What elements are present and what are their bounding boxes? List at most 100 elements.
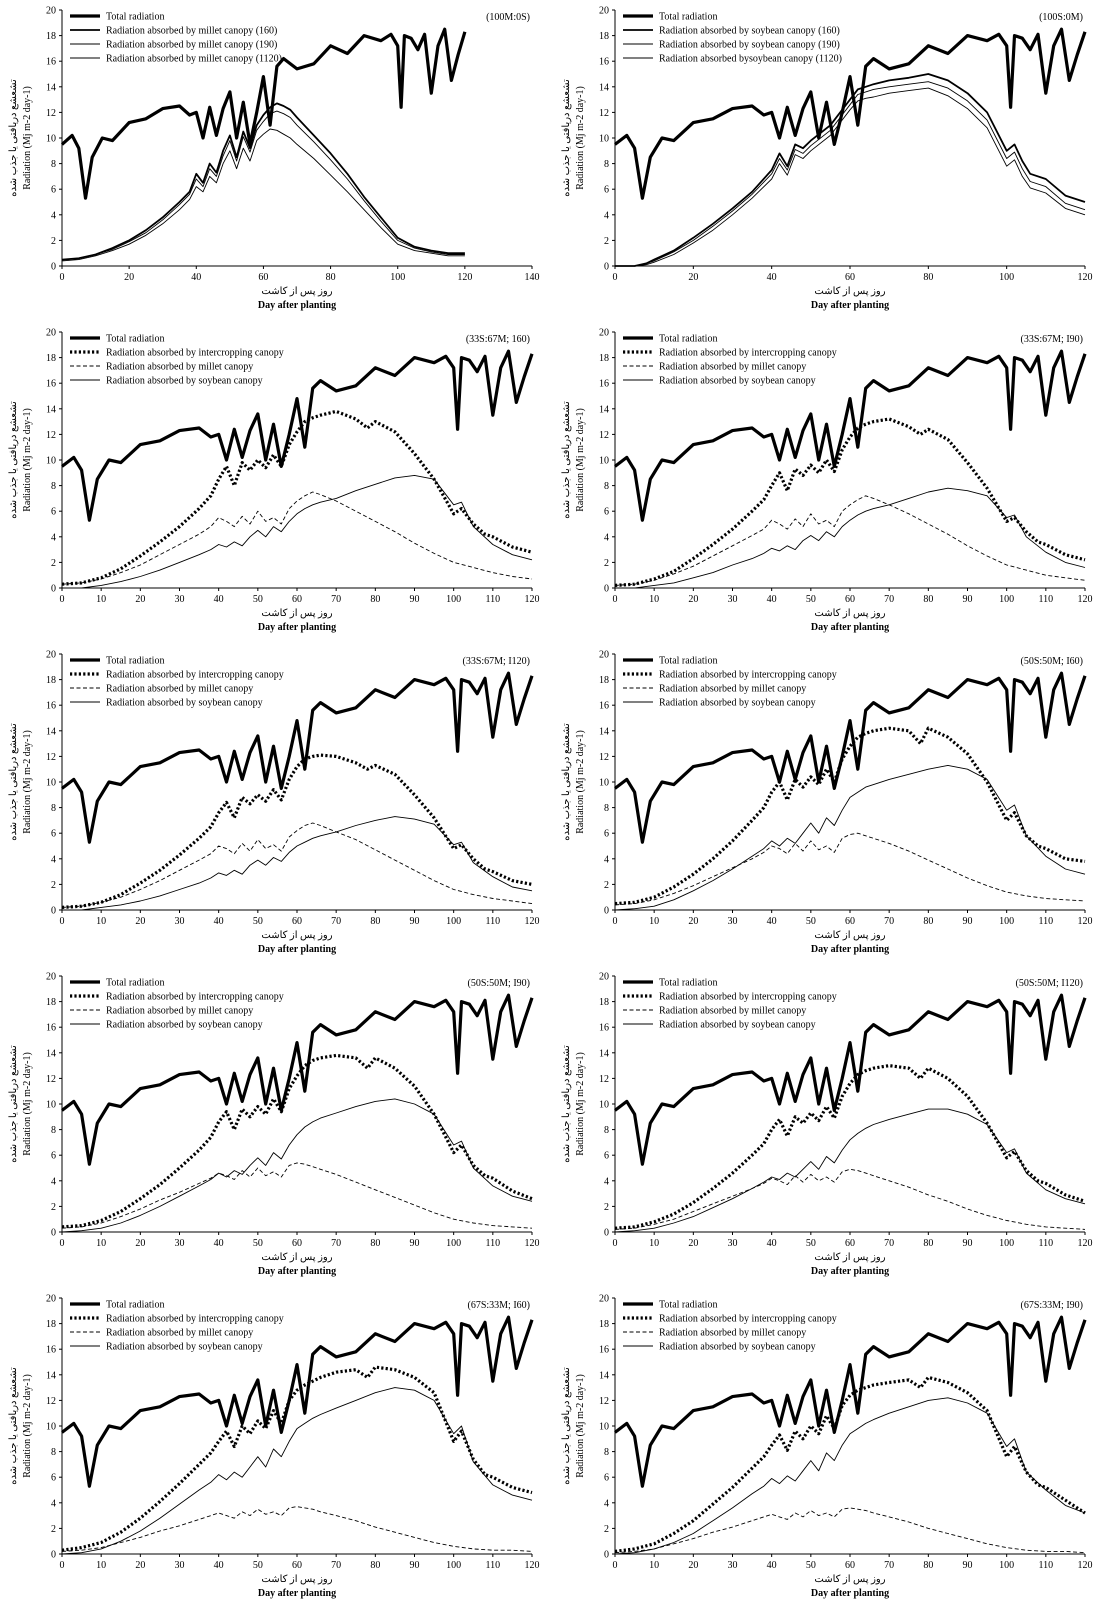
- x-tick-label: 50: [806, 1238, 816, 1249]
- y-tick-label: 10: [599, 134, 609, 145]
- x-tick-label: 100: [390, 272, 405, 283]
- y-tick-label: 14: [46, 82, 56, 93]
- y-axis-title-persian: تشعشع دریافتی یا جذب شده: [561, 1367, 572, 1485]
- y-tick-label: 10: [46, 1100, 56, 1111]
- x-axis-title-persian: روز پس از کاشت: [261, 608, 332, 619]
- y-tick-label: 4: [51, 1498, 56, 1509]
- x-axis-title-persian: روز پس از کاشت: [814, 1252, 885, 1263]
- x-tick-label: 60: [845, 594, 855, 605]
- x-tick-label: 60: [845, 272, 855, 283]
- chart-svg: 0 2 4 6 8 10 12 14 16 18 20 0 10 20 30 40 50 60 70 80 90 100 1…: [8, 328, 540, 634]
- y-tick-label: 10: [599, 1100, 609, 1111]
- chart-svg: 0 2 4 6 8 10 12 14 16 18 20 0 10 20 30 40 50 60 70 80 90 100 1…: [561, 972, 1093, 1278]
- y-tick-label: 8: [51, 1447, 56, 1458]
- y-tick-label: 20: [599, 328, 609, 339]
- series-line-absorbed_160: [615, 73, 1086, 267]
- y-tick-label: 0: [51, 584, 56, 595]
- series-line-millet: [61, 822, 533, 908]
- x-axis-title-persian: روز پس از کاشت: [814, 1574, 885, 1585]
- series-line-millet: [61, 1162, 533, 1229]
- y-tick-label: 20: [46, 650, 56, 661]
- y-tick-label: 18: [46, 997, 56, 1008]
- x-tick-label: 0: [60, 272, 65, 283]
- legend-label: Radiation absorbed by soybean canopy: [106, 1342, 263, 1353]
- x-axis-title: Day after planting: [258, 1266, 336, 1277]
- series-line-absorbed_190: [615, 81, 1086, 267]
- treatment-code: (67S:33M; I90): [1021, 1300, 1084, 1311]
- legend-label: Total radiation: [106, 1300, 164, 1311]
- legend-label: Radiation absorbed by soybean canopy: [106, 698, 263, 709]
- x-tick-label: 40: [767, 594, 777, 605]
- legend-label: Radiation absorbed by soybean canopy: [106, 376, 263, 387]
- x-axis-title: Day after planting: [258, 622, 336, 633]
- series-line-millet: [61, 1506, 533, 1552]
- y-tick-label: 10: [599, 1422, 609, 1433]
- x-tick-label: 10: [96, 916, 106, 927]
- y-axis-title: Radiation (Mj m-2 day-1): [575, 408, 586, 512]
- x-tick-label: 40: [191, 272, 201, 283]
- y-tick-label: 2: [604, 1202, 609, 1213]
- legend-label: Radiation absorbed by intercropping cano…: [106, 992, 284, 1003]
- x-tick-label: 40: [214, 916, 224, 927]
- y-tick-label: 2: [604, 1524, 609, 1535]
- x-tick-label: 120: [1078, 1560, 1093, 1571]
- x-tick-label: 0: [60, 1238, 65, 1249]
- x-tick-label: 110: [1039, 1560, 1054, 1571]
- y-tick-label: 2: [51, 1202, 56, 1213]
- x-tick-label: 80: [370, 916, 380, 927]
- legend-label: Radiation absorbed by millet canopy (160…: [106, 26, 277, 37]
- x-tick-label: 30: [728, 1238, 738, 1249]
- x-tick-label: 80: [370, 1238, 380, 1249]
- y-tick-label: 20: [46, 6, 56, 17]
- legend-label: Radiation absorbed by millet canopy: [106, 362, 253, 373]
- y-tick-label: 18: [599, 997, 609, 1008]
- x-tick-label: 120: [1078, 272, 1093, 283]
- y-axis-title-persian: تشعشع دریافتی یا جذب شده: [561, 1045, 572, 1163]
- x-tick-label: 90: [963, 594, 973, 605]
- chart-svg: 0 2 4 6 8 10 12 14 16 18 20 0 10 20 30 40 50 60 70 80 90 100 1…: [561, 650, 1093, 956]
- y-tick-label: 6: [51, 507, 56, 518]
- x-tick-label: 40: [767, 1238, 777, 1249]
- treatment-code: (50S:50M; I90): [468, 978, 531, 989]
- x-tick-label: 0: [60, 594, 65, 605]
- x-tick-label: 120: [525, 1560, 540, 1571]
- y-tick-label: 10: [599, 456, 609, 467]
- legend-label: Radiation absorbed by millet canopy: [659, 1006, 806, 1017]
- y-tick-label: 10: [46, 134, 56, 145]
- x-tick-label: 120: [1078, 1238, 1093, 1249]
- treatment-code: (100M:0S): [486, 12, 530, 23]
- y-tick-label: 14: [46, 1048, 56, 1059]
- series-line-intercropping: [614, 1375, 1086, 1553]
- legend-label: Radiation absorbed by intercropping cano…: [106, 670, 284, 681]
- y-tick-label: 18: [46, 353, 56, 364]
- legend-label: Radiation absorbed by intercropping cano…: [659, 348, 837, 359]
- x-tick-label: 30: [175, 1238, 185, 1249]
- chart-svg: 0 2 4 6 8 10 12 14 16 18 20 0 10 20 30 40 50 60 70 80 90 100 1…: [561, 328, 1093, 634]
- x-axis-title: Day after planting: [811, 1266, 889, 1277]
- x-tick-label: 120: [1078, 594, 1093, 605]
- x-tick-label: 80: [923, 916, 933, 927]
- y-tick-label: 6: [51, 1151, 56, 1162]
- legend-label: Radiation absorbed by intercropping cano…: [106, 1314, 284, 1325]
- series-line-soybean: [614, 1397, 1086, 1555]
- x-axis-title: Day after planting: [811, 622, 889, 633]
- x-tick-label: 20: [135, 916, 145, 927]
- y-tick-label: 6: [51, 829, 56, 840]
- x-tick-label: 60: [845, 1238, 855, 1249]
- x-tick-label: 110: [1039, 1238, 1054, 1249]
- series-line-absorbed_160: [61, 102, 465, 261]
- chart-panel-4: 0 2 4 6 8 10 12 14 16 18 20 0 10 20 30 40 50 60 70 80 90 100 1…: [553, 322, 1105, 644]
- treatment-code: (50S:50M; I120): [1016, 978, 1084, 989]
- y-tick-label: 18: [46, 1319, 56, 1330]
- treatment-code: (33S:67M; I90): [1021, 334, 1084, 345]
- x-tick-label: 120: [525, 916, 540, 927]
- x-tick-label: 90: [410, 916, 420, 927]
- x-tick-label: 30: [175, 1560, 185, 1571]
- y-tick-label: 8: [51, 481, 56, 492]
- chart-panel-6: 0 2 4 6 8 10 12 14 16 18 20 0 10 20 30 40 50 60 70 80 90 100 1…: [553, 644, 1105, 966]
- chart-panel-2: 0 2 4 6 8 10 12 14 16 18 20 0 20 40 60 80 100 120 روز پس ا…: [553, 0, 1105, 322]
- y-tick-label: 8: [51, 1125, 56, 1136]
- x-axis-title: Day after planting: [258, 1588, 336, 1599]
- y-tick-label: 8: [51, 159, 56, 170]
- x-tick-label: 100: [999, 594, 1014, 605]
